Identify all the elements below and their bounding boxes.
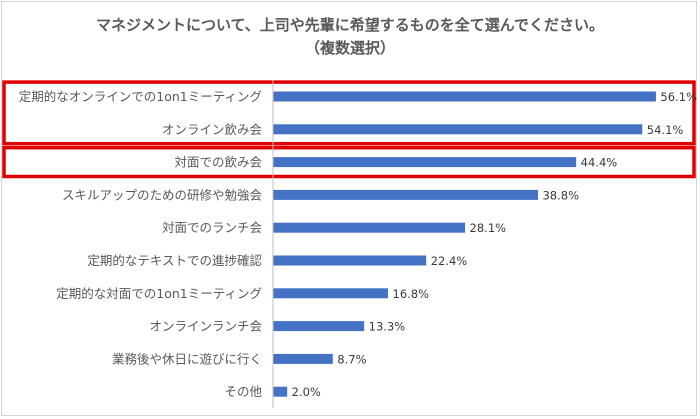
category-label: オンライン飲み会: [162, 122, 263, 137]
value-label: 8.7%: [337, 352, 366, 366]
category-label: 対面での飲み会: [174, 155, 262, 170]
category-label: 業務後や休日に遊びに行く: [112, 351, 262, 366]
bar: [273, 386, 288, 397]
bar: [273, 255, 427, 266]
category-label: その他: [224, 384, 262, 399]
value-label: 56.1%: [660, 90, 697, 104]
category-label: スキルアップのための研修や勉強会: [62, 187, 263, 202]
chart-title: マネジメントについて、上司や先輩に希望するものを全て選んでください。: [95, 16, 605, 34]
category-labels: 定期的なオンラインでの1on1ミーティングオンライン飲み会対面での飲み会スキルア…: [19, 89, 263, 399]
category-label: オンラインランチ会: [149, 319, 262, 334]
bar: [273, 321, 365, 332]
bars: [273, 91, 656, 397]
bar: [273, 189, 538, 200]
bar: [273, 353, 333, 364]
category-label: 定期的な対面での1on1ミーティング: [56, 286, 262, 301]
highlight-boxes: [2, 80, 696, 179]
value-label: 54.1%: [647, 123, 684, 137]
category-label: 定期的なオンラインでの1on1ミーティング: [19, 89, 262, 104]
value-label: 13.3%: [369, 320, 406, 334]
highlight-box-0: [2, 80, 696, 146]
value-label: 2.0%: [292, 385, 321, 399]
value-label: 16.8%: [393, 287, 430, 301]
bar: [273, 124, 643, 135]
bar: [273, 222, 466, 233]
highlight-box-1: [2, 145, 696, 179]
category-label: 対面でのランチ会: [162, 220, 263, 235]
bar: [273, 91, 656, 102]
value-label: 44.4%: [581, 156, 618, 170]
value-label: 28.1%: [470, 221, 507, 235]
bar: [273, 288, 389, 299]
value-labels: 56.1% 54.1% 44.4% 38.8% 28.1% 22.4% 16.8% 13.3%…: [292, 90, 697, 399]
chart-subtitle: （複数選択）: [304, 39, 395, 57]
bar: [273, 157, 577, 168]
category-label: 定期的なテキストでの進捗確認: [87, 253, 262, 268]
value-label: 38.8%: [542, 188, 579, 202]
value-label: 22.4%: [431, 254, 468, 268]
